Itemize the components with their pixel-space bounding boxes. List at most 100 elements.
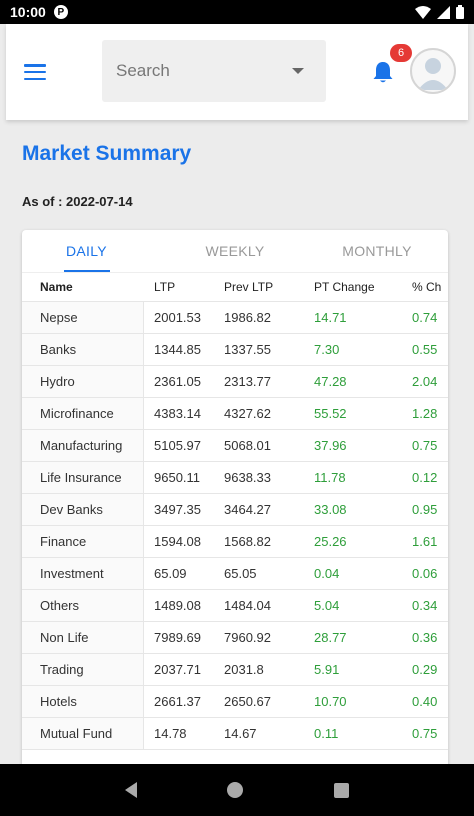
cell-prev-ltp: 1568.82 (224, 534, 271, 549)
cell-pt-change: 25.26 (314, 534, 347, 549)
status-icons (415, 5, 464, 19)
menu-icon[interactable] (24, 64, 46, 80)
cell-pct-change: 1.61 (412, 534, 438, 549)
cell-ltp: 2001.53 (154, 310, 201, 325)
cell-prev-ltp: 1986.82 (224, 310, 271, 325)
cell-ltp: 9650.11 (154, 470, 201, 485)
col-prev-ltp: Prev LTP (224, 280, 274, 294)
cell-pt-change: 55.52 (314, 406, 347, 421)
table-row[interactable]: Non Life 7989.69 7960.92 28.77 0.36 (22, 622, 448, 654)
cell-name: Manufacturing (22, 430, 144, 461)
cell-pct-change: 0.06 (412, 566, 438, 581)
cell-pt-change: 11.78 (314, 470, 346, 485)
cell-name: Life Insurance (22, 462, 144, 493)
bell-icon[interactable] (372, 60, 394, 84)
cell-pct-change: 1.28 (412, 406, 438, 421)
app-bar: Search 6 (6, 24, 468, 120)
home-icon[interactable] (227, 782, 244, 798)
table-row[interactable]: Hydro 2361.05 2313.77 47.28 2.04 (22, 366, 448, 398)
cell-name: Mutual Fund (22, 718, 144, 749)
table-row[interactable]: Hotels 2661.37 2650.67 10.70 0.40 (22, 686, 448, 718)
system-nav-bar (0, 764, 474, 816)
market-summary-card: DAILY WEEKLY MONTHLY Name LTP Prev LTP P… (22, 230, 448, 770)
table-row[interactable]: Others 1489.08 1484.04 5.04 0.34 (22, 590, 448, 622)
cell-name: Banks (22, 334, 144, 365)
search-input[interactable]: Search (102, 40, 326, 102)
status-bar: 10:00 P (0, 0, 474, 24)
cell-ltp: 2661.37 (154, 694, 201, 709)
cell-ltp: 1489.08 (154, 598, 201, 613)
page-title: Market Summary (22, 142, 192, 165)
tab-daily[interactable]: DAILY (22, 230, 164, 272)
avatar[interactable] (410, 48, 456, 94)
table-header: Name LTP Prev LTP PT Change % Ch (22, 272, 448, 302)
cell-ltp: 1594.08 (154, 534, 201, 549)
cell-prev-ltp: 2031.8 (224, 662, 264, 677)
wifi-icon (415, 5, 431, 19)
cell-ltp: 4383.14 (154, 406, 201, 421)
as-of-date: As of : 2022-07-14 (22, 194, 133, 209)
table-body: Nepse 2001.53 1986.82 14.71 0.74 Banks 1344.85… (22, 302, 448, 750)
cell-name: Hydro (22, 366, 144, 397)
cell-ltp: 1344.85 (154, 342, 201, 357)
status-time: 10:00 (10, 4, 46, 20)
recent-apps-icon[interactable] (333, 782, 349, 798)
notification-badge: 6 (390, 44, 412, 62)
table-row[interactable]: Mutual Fund 14.78 14.67 0.11 0.75 (22, 718, 448, 750)
cell-prev-ltp: 7960.92 (224, 630, 271, 645)
cell-pct-change: 0.55 (412, 342, 438, 357)
col-pct-change: % Ch (412, 280, 442, 294)
cell-pt-change: 0.11 (314, 726, 339, 741)
table-row[interactable]: Life Insurance 9650.11 9638.33 11.78 0.12 (22, 462, 448, 494)
cell-pt-change: 28.77 (314, 630, 347, 645)
battery-icon (456, 5, 464, 19)
cell-prev-ltp: 3464.27 (224, 502, 271, 517)
cell-ltp: 14.78 (154, 726, 187, 741)
cell-name: Non Life (22, 622, 144, 653)
cell-name: Nepse (22, 302, 144, 333)
cell-pct-change: 0.74 (412, 310, 438, 325)
cell-name: Investment (22, 558, 144, 589)
col-ltp: LTP (154, 280, 176, 294)
cell-pt-change: 14.71 (314, 310, 347, 325)
table-row[interactable]: Investment 65.09 65.05 0.04 0.06 (22, 558, 448, 590)
cell-name: Finance (22, 526, 144, 557)
cell-ltp: 65.09 (154, 566, 187, 581)
cell-prev-ltp: 1484.04 (224, 598, 271, 613)
cell-name: Microfinance (22, 398, 144, 429)
cell-prev-ltp: 5068.01 (224, 438, 271, 453)
cell-pct-change: 0.40 (412, 694, 438, 709)
user-avatar-icon (418, 58, 448, 90)
table-row[interactable]: Manufacturing 5105.97 5068.01 37.96 0.75 (22, 430, 448, 462)
cell-ltp: 3497.35 (154, 502, 201, 517)
col-pt-change: PT Change (314, 280, 375, 294)
chevron-down-icon[interactable] (292, 68, 304, 74)
table-row[interactable]: Nepse 2001.53 1986.82 14.71 0.74 (22, 302, 448, 334)
back-icon[interactable] (125, 782, 138, 798)
table-row[interactable]: Dev Banks 3497.35 3464.27 33.08 0.95 (22, 494, 448, 526)
cell-prev-ltp: 1337.55 (224, 342, 271, 357)
cell-pct-change: 0.12 (412, 470, 438, 485)
cell-pct-change: 0.95 (412, 502, 438, 517)
cell-prev-ltp: 14.67 (224, 726, 257, 741)
cell-pt-change: 0.04 (314, 566, 340, 581)
cell-pct-change: 0.34 (412, 598, 438, 613)
cell-prev-ltp: 2650.67 (224, 694, 271, 709)
cell-prev-ltp: 9638.33 (224, 470, 271, 485)
cell-name: Dev Banks (22, 494, 144, 525)
cell-name: Trading (22, 654, 144, 685)
cell-ltp: 7989.69 (154, 630, 201, 645)
tab-monthly[interactable]: MONTHLY (342, 243, 412, 259)
cell-pt-change: 7.30 (314, 342, 340, 357)
cell-ltp: 2361.05 (154, 374, 201, 389)
table-row[interactable]: Finance 1594.08 1568.82 25.26 1.61 (22, 526, 448, 558)
table-row[interactable]: Microfinance 4383.14 4327.62 55.52 1.28 (22, 398, 448, 430)
table-row[interactable]: Trading 2037.71 2031.8 5.91 0.29 (22, 654, 448, 686)
table-row[interactable]: Banks 1344.85 1337.55 7.30 0.55 (22, 334, 448, 366)
cell-pct-change: 0.29 (412, 662, 438, 677)
cell-pt-change: 47.28 (314, 374, 347, 389)
period-tabs: DAILY WEEKLY MONTHLY (22, 230, 448, 272)
app-notification-icon: P (53, 5, 68, 19)
cell-prev-ltp: 4327.62 (224, 406, 271, 421)
tab-weekly[interactable]: WEEKLY (205, 243, 265, 259)
